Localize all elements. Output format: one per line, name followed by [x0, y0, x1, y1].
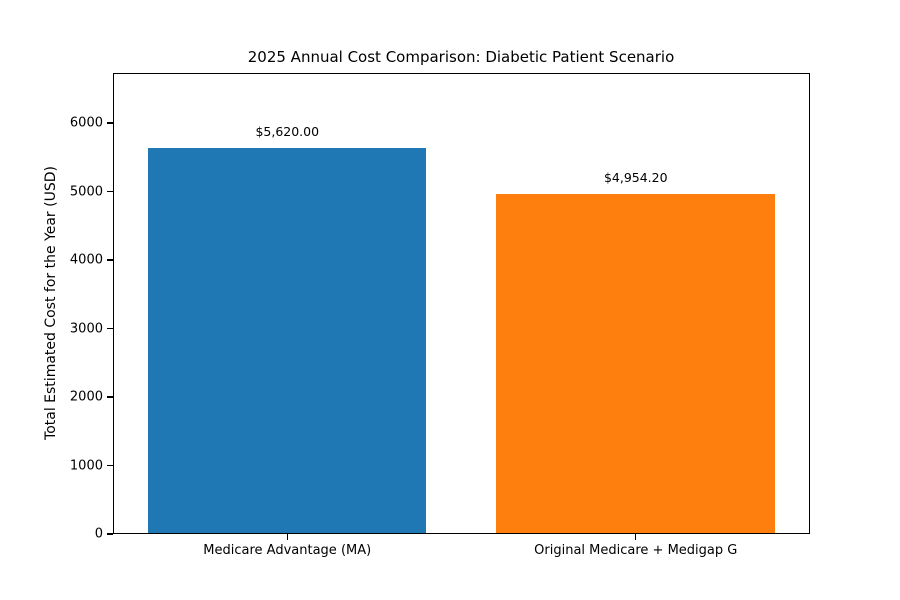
bar-value-label: $4,954.20	[603, 169, 668, 185]
y-tick-mark	[107, 327, 113, 330]
x-tick-label: Original Medicare + Medigap G	[534, 543, 738, 558]
y-tick-label: 6000	[69, 115, 103, 131]
y-tick-mark	[107, 259, 113, 261]
bar-1	[147, 148, 427, 533]
y-tick-label: 0	[94, 526, 103, 542]
y-tick-label: 5000	[69, 184, 103, 199]
y-tick-label: 1000	[69, 458, 103, 473]
y-tick-label: 3000	[69, 321, 103, 336]
chart-title: 2025 Annual Cost Comparison: Diabetic Pa…	[247, 48, 675, 66]
x-tick-label: Medicare Advantage (MA)	[203, 543, 372, 558]
y-tick-label: 4000	[69, 252, 103, 268]
y-tick-mark	[107, 122, 113, 124]
y-tick-label: 2000	[69, 389, 103, 405]
x-tick-mark	[286, 534, 288, 540]
bar-value-label: $5,620.00	[255, 124, 320, 140]
plot-area	[113, 73, 810, 534]
y-tick-mark	[107, 396, 113, 398]
x-tick-mark	[635, 534, 637, 540]
y-tick-mark	[107, 464, 113, 467]
bar-2	[496, 193, 775, 533]
y-tick-mark	[107, 190, 113, 193]
y-tick-mark	[107, 533, 113, 535]
